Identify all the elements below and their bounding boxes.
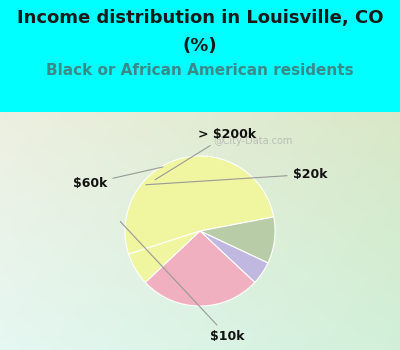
Wedge shape [125, 156, 274, 254]
Text: > $200k: > $200k [155, 128, 256, 180]
Text: (%): (%) [183, 37, 217, 55]
Text: $60k: $60k [73, 167, 163, 190]
Wedge shape [200, 217, 275, 263]
Text: $10k: $10k [120, 222, 245, 343]
Wedge shape [129, 231, 200, 282]
Text: Income distribution in Louisville, CO: Income distribution in Louisville, CO [17, 9, 383, 27]
Wedge shape [145, 231, 255, 306]
Text: @City-Data.com: @City-Data.com [213, 135, 292, 146]
Text: Black or African American residents: Black or African American residents [46, 63, 354, 78]
Wedge shape [200, 231, 268, 282]
Text: $20k: $20k [146, 168, 327, 185]
